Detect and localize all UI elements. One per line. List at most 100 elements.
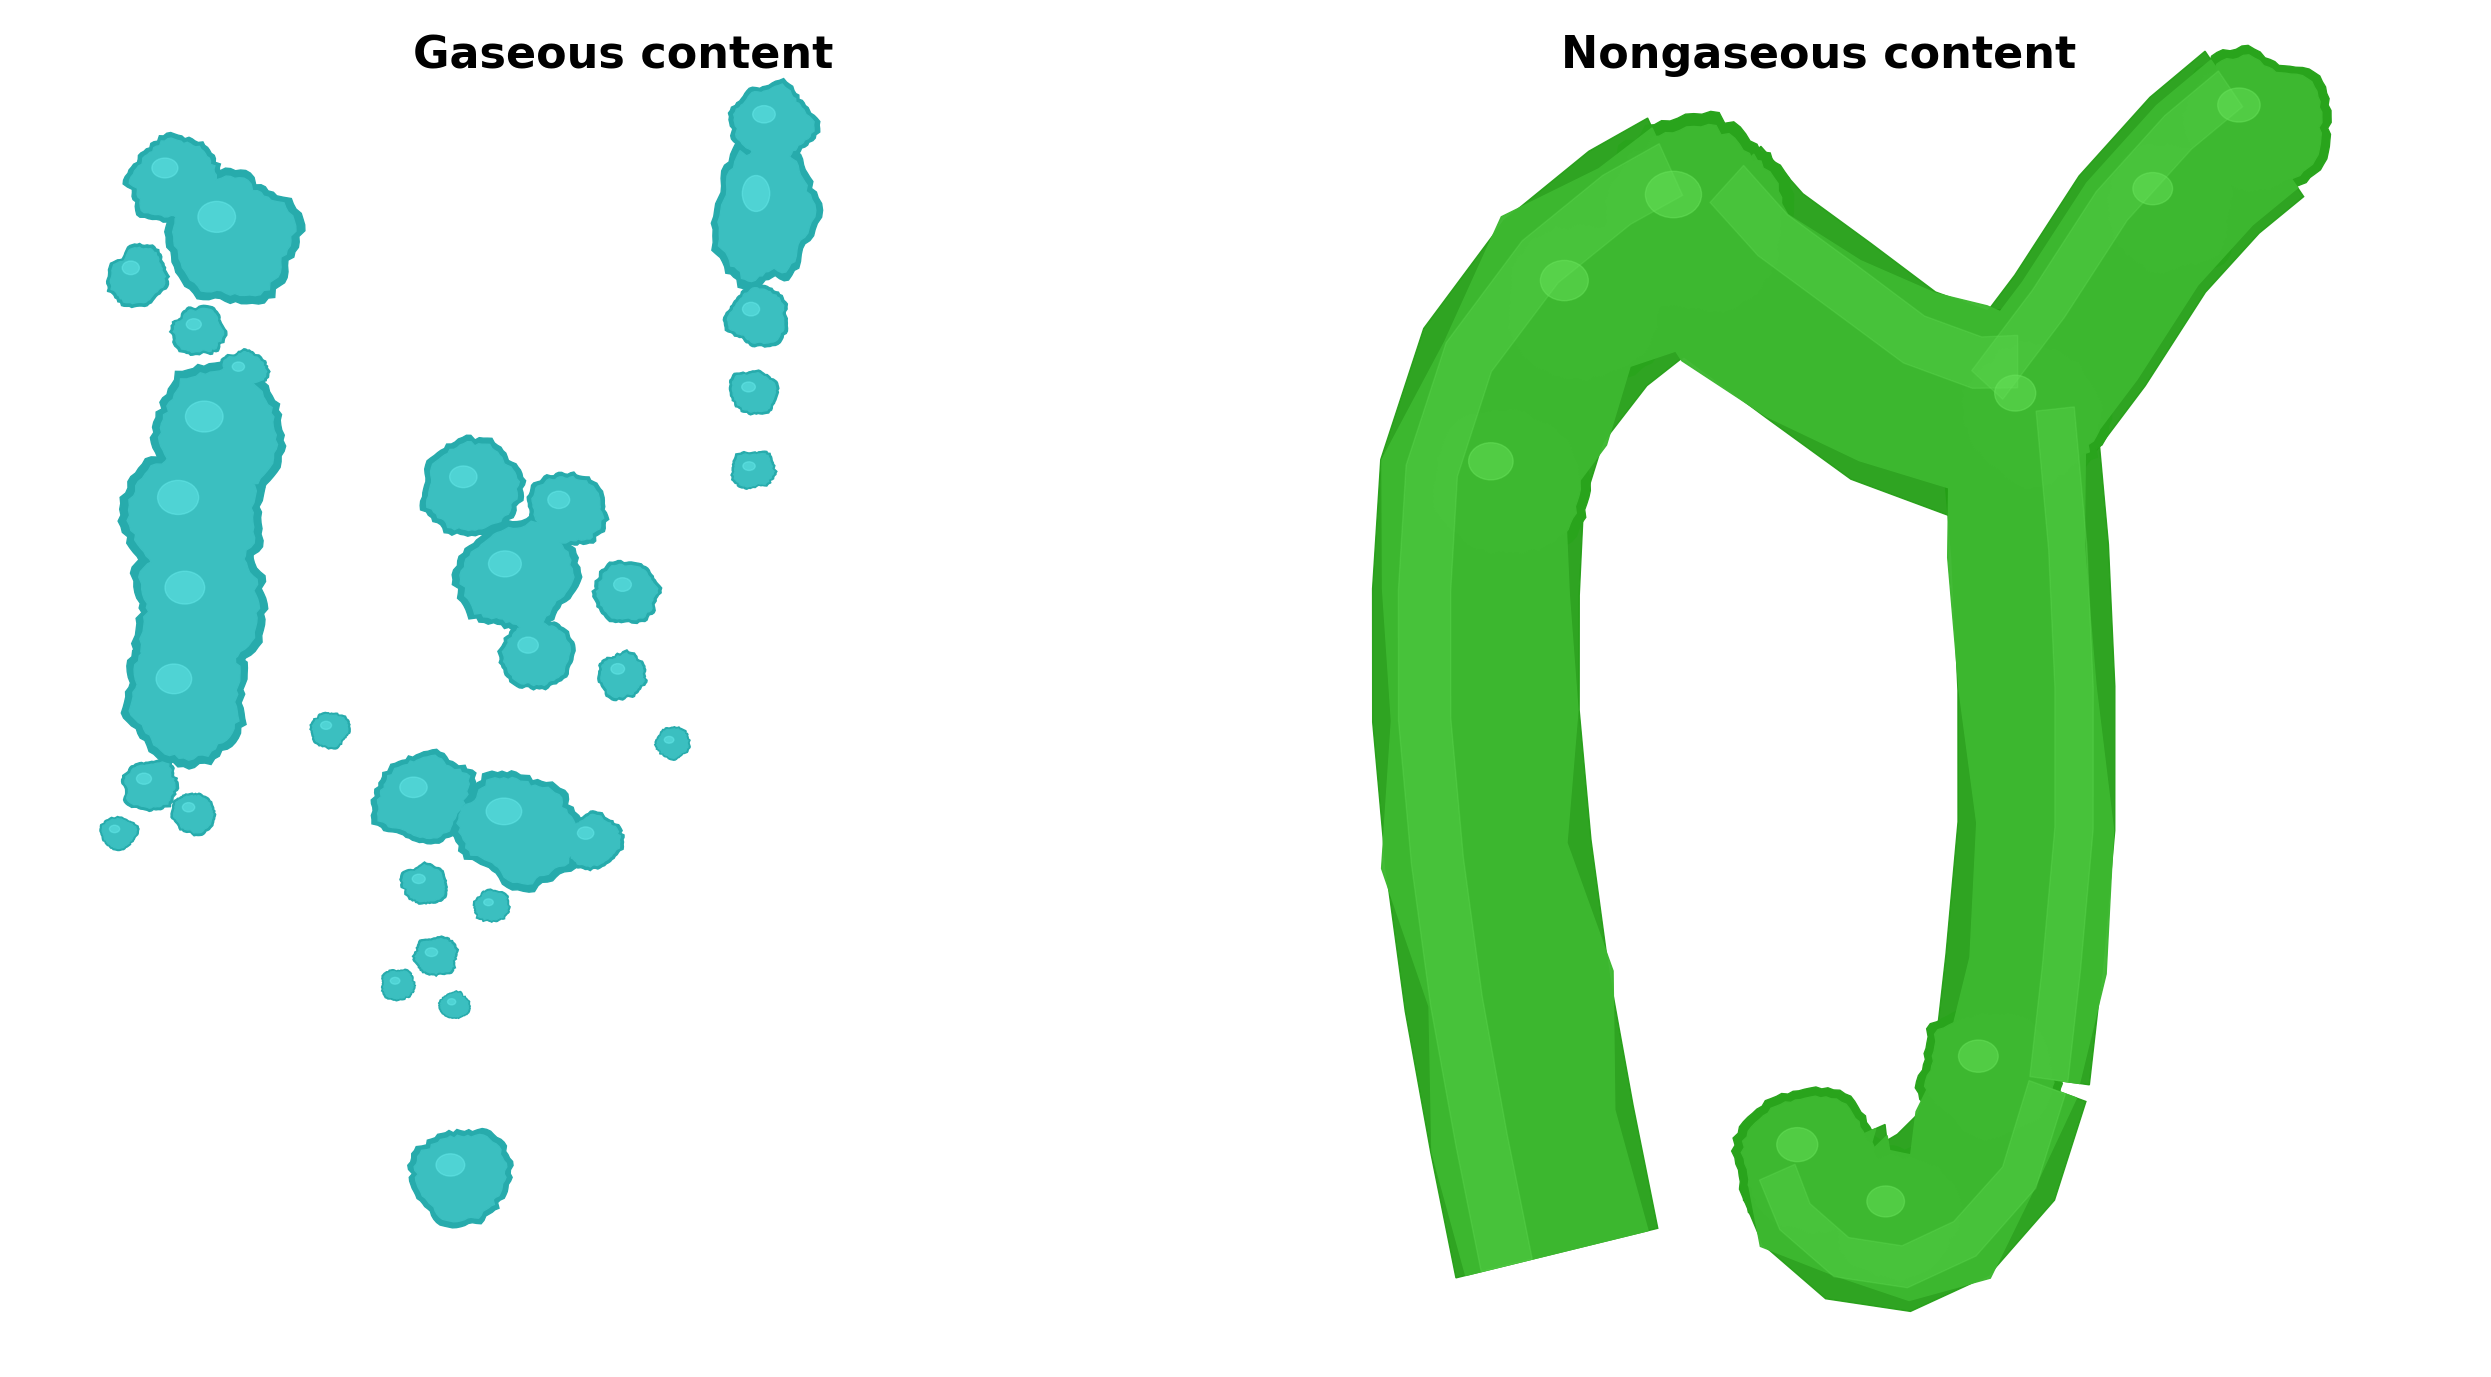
Ellipse shape bbox=[488, 551, 521, 577]
Polygon shape bbox=[1397, 143, 1681, 1272]
Polygon shape bbox=[426, 442, 518, 530]
Polygon shape bbox=[1432, 409, 1579, 555]
Polygon shape bbox=[1709, 165, 2018, 388]
Polygon shape bbox=[100, 817, 139, 851]
Ellipse shape bbox=[411, 874, 426, 884]
Polygon shape bbox=[169, 306, 227, 355]
Polygon shape bbox=[658, 728, 688, 759]
Ellipse shape bbox=[187, 318, 202, 330]
Polygon shape bbox=[722, 284, 787, 347]
Polygon shape bbox=[735, 453, 775, 487]
Polygon shape bbox=[404, 865, 443, 902]
Polygon shape bbox=[130, 138, 217, 219]
Polygon shape bbox=[122, 132, 224, 224]
Polygon shape bbox=[600, 653, 645, 698]
Polygon shape bbox=[441, 993, 468, 1016]
Ellipse shape bbox=[110, 825, 120, 833]
Ellipse shape bbox=[752, 106, 775, 123]
Polygon shape bbox=[1594, 112, 1794, 325]
Polygon shape bbox=[384, 971, 414, 998]
Polygon shape bbox=[461, 521, 573, 628]
Polygon shape bbox=[476, 891, 508, 920]
Polygon shape bbox=[371, 749, 476, 844]
Ellipse shape bbox=[665, 737, 675, 744]
Polygon shape bbox=[1960, 341, 2102, 489]
Polygon shape bbox=[1963, 61, 2297, 464]
Polygon shape bbox=[130, 533, 267, 684]
Polygon shape bbox=[727, 288, 785, 343]
Ellipse shape bbox=[742, 381, 755, 392]
Ellipse shape bbox=[1539, 260, 1589, 300]
Polygon shape bbox=[2030, 406, 2092, 1082]
Polygon shape bbox=[473, 890, 511, 923]
Polygon shape bbox=[1836, 1155, 1963, 1282]
Polygon shape bbox=[1604, 124, 1781, 313]
Polygon shape bbox=[730, 370, 780, 414]
Ellipse shape bbox=[184, 401, 224, 432]
Ellipse shape bbox=[486, 799, 521, 825]
Polygon shape bbox=[732, 373, 775, 412]
Ellipse shape bbox=[182, 803, 194, 812]
Polygon shape bbox=[130, 636, 239, 760]
Ellipse shape bbox=[742, 175, 770, 212]
Ellipse shape bbox=[436, 1154, 466, 1176]
Polygon shape bbox=[453, 514, 583, 635]
Polygon shape bbox=[1373, 118, 1741, 1278]
Polygon shape bbox=[1731, 1086, 1888, 1243]
Polygon shape bbox=[1973, 70, 2242, 399]
Ellipse shape bbox=[578, 826, 593, 839]
Polygon shape bbox=[127, 449, 257, 587]
Ellipse shape bbox=[1866, 1186, 1906, 1217]
Ellipse shape bbox=[232, 362, 244, 372]
Ellipse shape bbox=[321, 722, 331, 730]
Ellipse shape bbox=[610, 664, 625, 675]
Polygon shape bbox=[1739, 1047, 2085, 1311]
Ellipse shape bbox=[122, 262, 139, 274]
Polygon shape bbox=[735, 84, 815, 162]
Polygon shape bbox=[1634, 154, 2018, 507]
Polygon shape bbox=[2097, 135, 2242, 284]
Polygon shape bbox=[149, 359, 286, 501]
Ellipse shape bbox=[157, 664, 192, 694]
Polygon shape bbox=[409, 1129, 513, 1228]
Polygon shape bbox=[2182, 55, 2322, 193]
Ellipse shape bbox=[2132, 172, 2172, 205]
Polygon shape bbox=[421, 435, 526, 536]
Polygon shape bbox=[122, 759, 179, 811]
Polygon shape bbox=[311, 715, 349, 746]
Polygon shape bbox=[1916, 1005, 2063, 1150]
Polygon shape bbox=[598, 650, 648, 701]
Polygon shape bbox=[174, 308, 224, 353]
Polygon shape bbox=[414, 936, 458, 976]
Polygon shape bbox=[110, 248, 164, 304]
Ellipse shape bbox=[197, 201, 237, 233]
Ellipse shape bbox=[518, 638, 538, 653]
Polygon shape bbox=[717, 140, 817, 281]
Polygon shape bbox=[125, 761, 174, 808]
Text: Nongaseous content: Nongaseous content bbox=[1562, 34, 2075, 77]
Polygon shape bbox=[309, 712, 351, 749]
Polygon shape bbox=[379, 755, 471, 839]
Polygon shape bbox=[381, 969, 416, 1001]
Polygon shape bbox=[560, 811, 625, 870]
Polygon shape bbox=[222, 351, 267, 391]
Polygon shape bbox=[1933, 405, 2115, 1085]
Polygon shape bbox=[1741, 1096, 1878, 1234]
Polygon shape bbox=[401, 862, 448, 905]
Polygon shape bbox=[174, 796, 212, 833]
Polygon shape bbox=[172, 793, 217, 836]
Polygon shape bbox=[159, 369, 277, 493]
Polygon shape bbox=[438, 991, 471, 1019]
Ellipse shape bbox=[2217, 88, 2259, 123]
Ellipse shape bbox=[164, 571, 204, 605]
Ellipse shape bbox=[426, 947, 438, 957]
Polygon shape bbox=[1627, 146, 2018, 518]
Polygon shape bbox=[565, 814, 620, 868]
Polygon shape bbox=[139, 541, 259, 675]
Polygon shape bbox=[503, 620, 570, 686]
Polygon shape bbox=[1422, 399, 1589, 565]
Polygon shape bbox=[107, 244, 169, 307]
Polygon shape bbox=[416, 939, 456, 974]
Polygon shape bbox=[655, 727, 690, 760]
Polygon shape bbox=[595, 565, 658, 620]
